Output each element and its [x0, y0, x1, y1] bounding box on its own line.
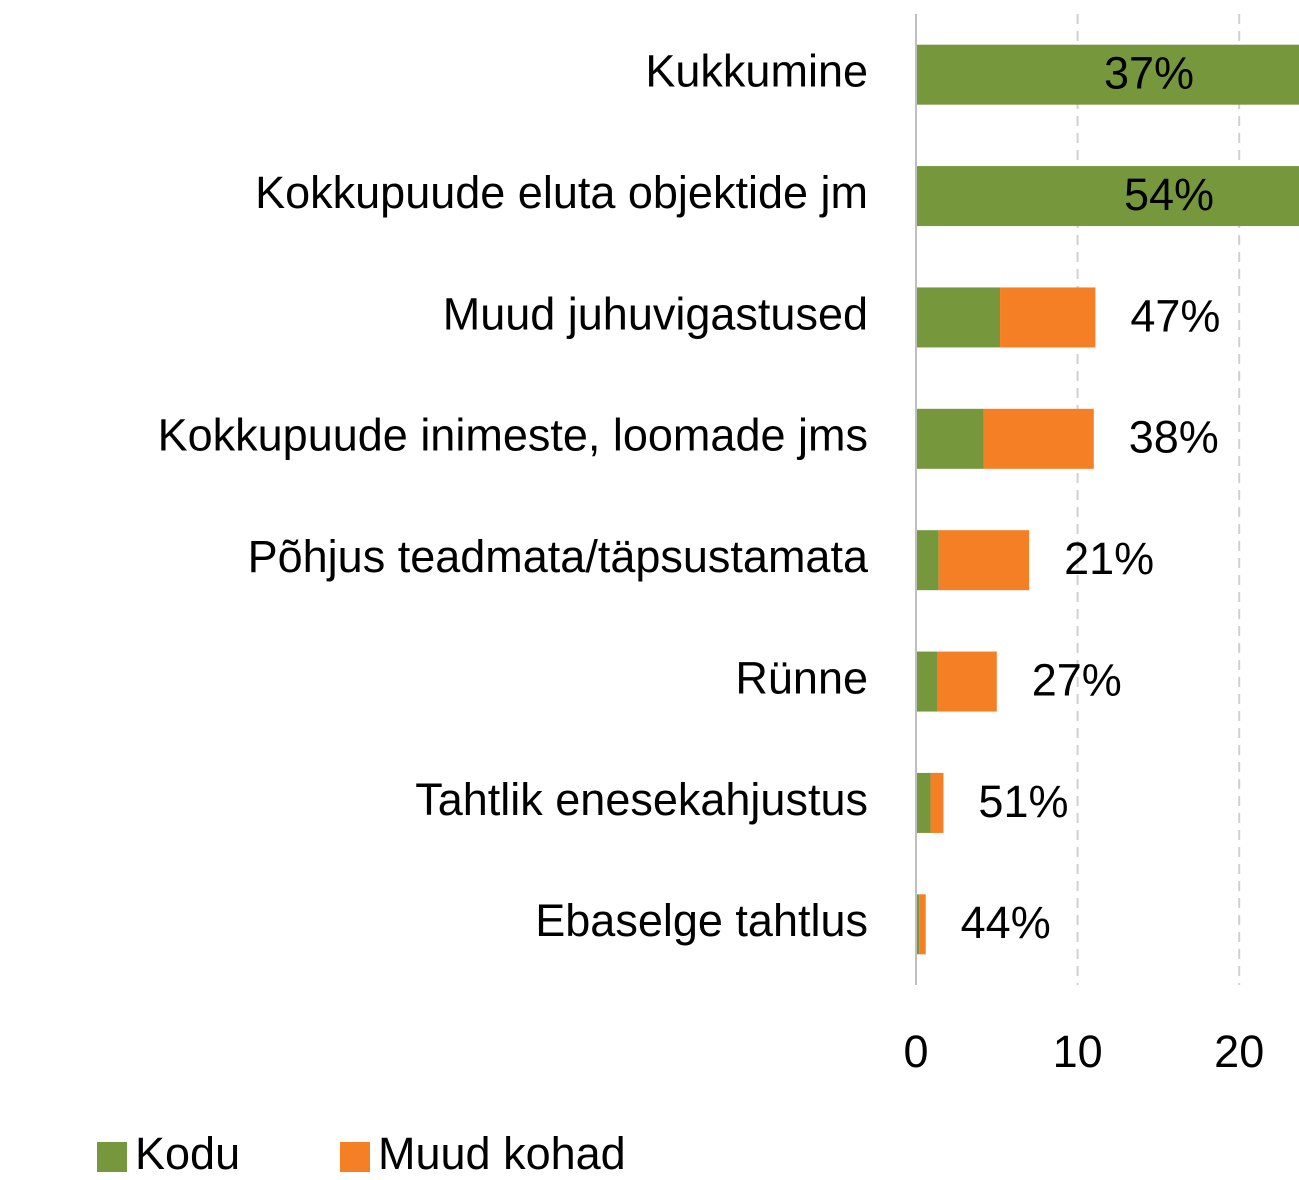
bar-segment	[916, 772, 931, 833]
annotation: 38%	[1129, 412, 1219, 463]
legend-swatch	[340, 1142, 370, 1172]
x-tick-label: 0	[903, 1026, 928, 1077]
bar-segment	[930, 772, 944, 833]
bar-segment	[938, 530, 1030, 591]
bar-segment	[916, 894, 920, 955]
annotation: 51%	[978, 776, 1068, 827]
legend-label: Kodu	[135, 1128, 240, 1179]
bar-segment	[919, 894, 926, 955]
bar-segment	[916, 44, 1299, 105]
bar-segment	[916, 408, 984, 469]
category-label: Põhjus teadmata/täpsustamata	[248, 531, 869, 582]
bar-segment	[937, 651, 997, 712]
category-label: Muud juhuvigastused	[443, 288, 868, 339]
category-label: Kokkupuude inimeste, loomade jms	[158, 410, 868, 461]
category-label: Tahtlik enesekahjustus	[415, 774, 868, 825]
annotation: 47%	[1130, 290, 1220, 341]
annotation: 21%	[1064, 533, 1154, 584]
legend-label: Muud kohad	[378, 1128, 626, 1179]
category-label: Rünne	[735, 652, 868, 703]
bar-segment	[1000, 287, 1096, 348]
annotation: 44%	[961, 897, 1051, 948]
bar-segment	[916, 530, 939, 591]
bar-segment	[916, 166, 1299, 227]
annotation: 54%	[1124, 169, 1214, 220]
annotation: 37%	[1104, 48, 1194, 99]
x-tick-label: 20	[1214, 1026, 1264, 1077]
category-label: Ebaselge tahtlus	[535, 895, 868, 946]
bar-segment	[983, 408, 1094, 469]
x-tick-label: 10	[1053, 1026, 1103, 1077]
annotation: 27%	[1032, 654, 1122, 705]
bar-segment	[916, 287, 1001, 348]
category-label: Kukkumine	[645, 46, 868, 97]
bar-segment	[916, 651, 938, 712]
legend-swatch	[97, 1142, 127, 1172]
category-label: Kokkupuude eluta objektide jm	[255, 167, 868, 218]
